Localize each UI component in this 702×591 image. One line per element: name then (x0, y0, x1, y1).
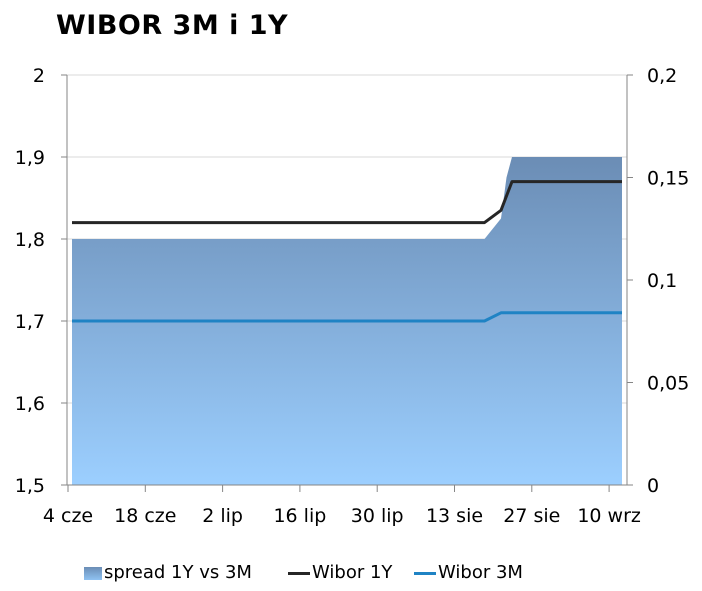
legend-item-wibor-1y: Wibor 1Y (288, 562, 392, 583)
x-tick-label: 27 sie (503, 505, 560, 527)
axes (61, 74, 633, 492)
right-tick-label: 0,05 (647, 373, 689, 395)
chart-svg: 1,5 1,6 1,7 1,8 1,9 2 0 0,05 0,1 0,15 0,2 4 cze 18 c… (15, 65, 690, 527)
left-tick-label: 2 (33, 65, 45, 87)
x-tick-label: 10 wrz (577, 505, 641, 527)
line-wibor-3m (72, 311, 622, 323)
left-tick-label: 1,7 (15, 311, 45, 333)
legend-item-spread: spread 1Y vs 3M (84, 562, 252, 583)
line-wibor-1y (72, 180, 622, 225)
right-tick-label: 0 (647, 475, 659, 497)
line-series (72, 180, 622, 323)
left-tick-label: 1,6 (15, 393, 45, 415)
legend-swatch-spread (84, 567, 102, 580)
right-tick-label: 0,2 (647, 65, 677, 87)
legend-swatch-wibor-3m (414, 572, 436, 575)
left-tick-label: 1,9 (15, 147, 45, 169)
x-tick-label: 4 cze (43, 505, 93, 527)
legend-item-wibor-3m: Wibor 3M (414, 562, 523, 583)
left-tick-label: 1,8 (15, 229, 45, 251)
chart-title: WIBOR 3M i 1Y (56, 10, 289, 41)
x-tick-label: 30 lip (351, 505, 404, 527)
legend-label-wibor-1y: Wibor 1Y (312, 562, 393, 583)
legend-swatch-wibor-1y (288, 572, 310, 575)
right-tick-label: 0,15 (647, 168, 689, 190)
legend-label-wibor-3m: Wibor 3M (438, 562, 523, 583)
x-tick-label: 13 sie (426, 505, 483, 527)
left-tick-label: 1,5 (15, 475, 45, 497)
x-tick-label: 16 lip (273, 505, 326, 527)
right-tick-label: 0,1 (647, 270, 677, 292)
tick-labels: 1,5 1,6 1,7 1,8 1,9 2 0 0,05 0,1 0,15 0,2 4 cze 18 c… (15, 65, 690, 527)
legend-label-spread: spread 1Y vs 3M (104, 562, 252, 583)
x-tick-label: 2 lip (202, 505, 243, 527)
x-tick-label: 18 cze (114, 505, 176, 527)
legend: spread 1Y vs 3M Wibor 1Y Wibor 3M (0, 562, 702, 588)
